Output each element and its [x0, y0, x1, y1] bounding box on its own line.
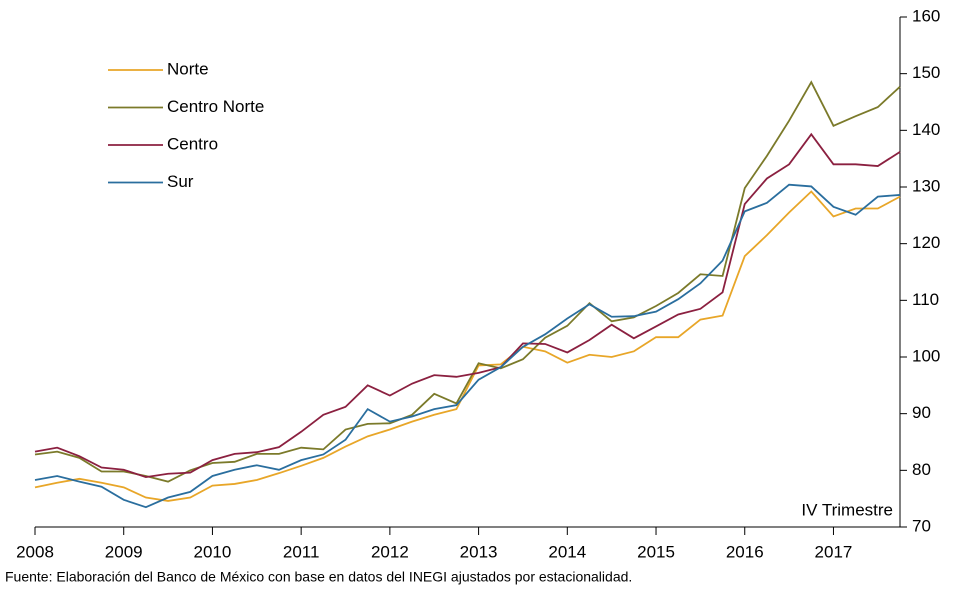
x-tick-label: 2017 [815, 542, 853, 561]
y-tick-label: 110 [912, 290, 939, 309]
series-line [34, 80, 901, 483]
y-tick-label: 80 [912, 460, 931, 479]
series-line [34, 183, 901, 509]
x-tick-label: 2010 [194, 542, 232, 561]
x-tick-label: 2011 [283, 542, 320, 561]
y-tick-label: 90 [912, 403, 931, 422]
y-tick-label: 130 [912, 176, 940, 195]
x-tick-label: 2015 [637, 542, 675, 561]
y-tick-label: 160 [912, 6, 940, 25]
legend-label: Sur [167, 172, 194, 191]
series-line [34, 190, 901, 502]
x-tick-label: 2013 [460, 542, 498, 561]
y-tick-label: 140 [912, 120, 940, 139]
legend-label: Norte [167, 59, 209, 78]
y-tick-label: 100 [912, 346, 940, 365]
source-note: Fuente: Elaboración del Banco de México … [5, 569, 632, 585]
y-tick-label: 70 [912, 516, 931, 535]
y-tick-label: 120 [912, 233, 940, 252]
x-tick-label: 2016 [726, 542, 764, 561]
legend-label: Centro Norte [167, 97, 264, 116]
y-tick-label: 150 [912, 63, 940, 82]
x-tick-label: 2009 [105, 542, 143, 561]
series-line [34, 132, 901, 479]
annotation: IV Trimestre [801, 500, 893, 519]
x-tick-label: 2014 [548, 542, 586, 561]
legend-label: Centro [167, 134, 218, 153]
x-tick-label: 2008 [16, 542, 54, 561]
x-tick-label: 2012 [371, 542, 409, 561]
